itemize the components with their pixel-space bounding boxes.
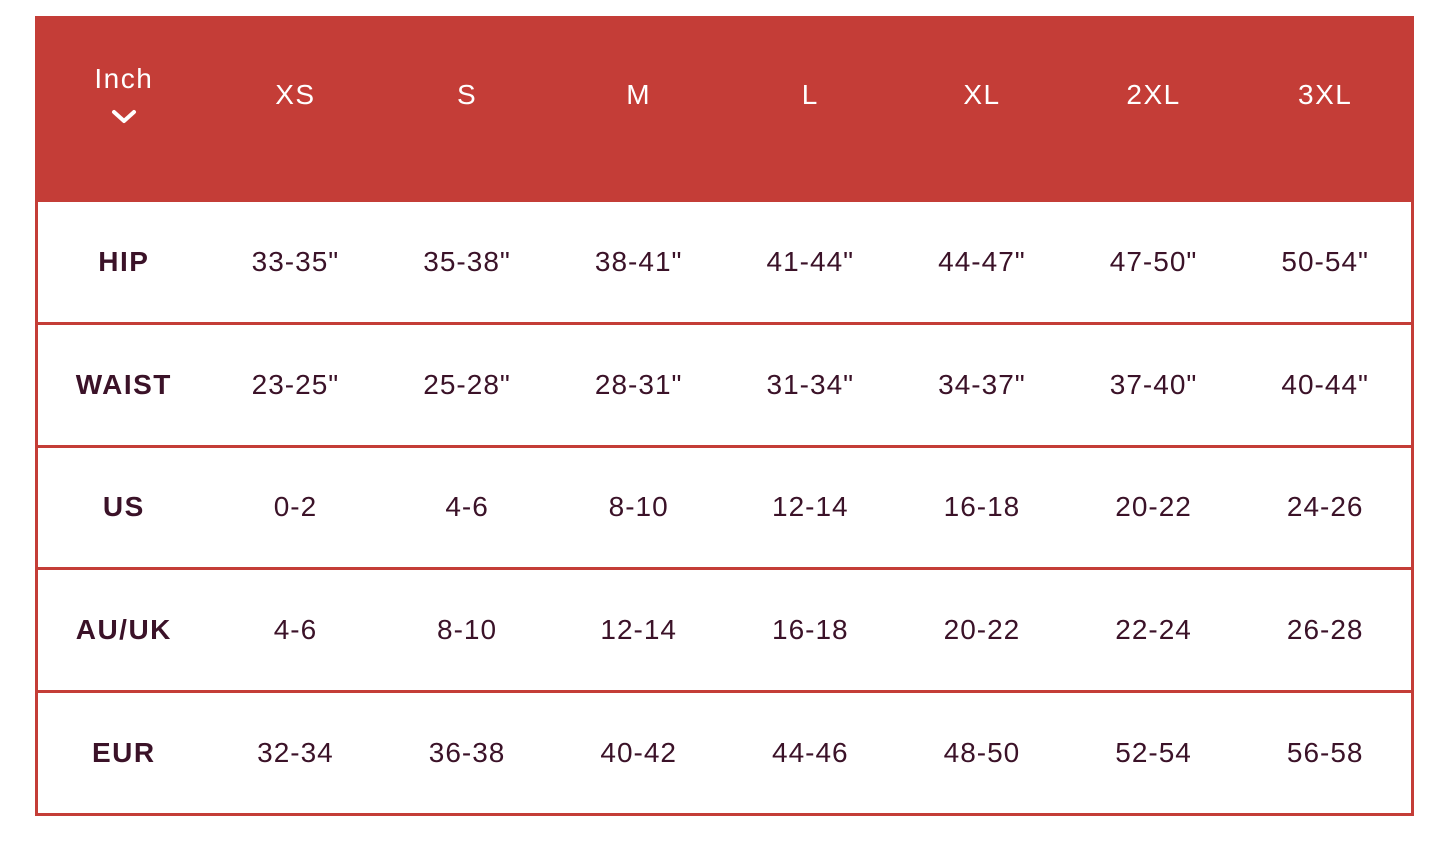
- row-label: HIP: [98, 245, 150, 277]
- size-cell: 8-10: [437, 614, 498, 646]
- unit-selector-label: Inch: [94, 63, 154, 94]
- size-cell: 52-54: [1115, 737, 1192, 769]
- size-cell: 37-40": [1109, 368, 1198, 400]
- size-cell: 12-14: [600, 614, 677, 646]
- size-cell: 44-46: [772, 737, 849, 769]
- size-cell: 40-44": [1281, 368, 1369, 400]
- header-cell-2xl: 2XL: [1126, 79, 1181, 110]
- size-cell: 56-58: [1286, 737, 1364, 769]
- size-cell: 36-38: [428, 737, 506, 769]
- row-label: EUR: [92, 737, 156, 769]
- size-cell: 26-28: [1286, 614, 1364, 646]
- table-row-auuk: AU/UK 4-6 8-10 12-14 16-18 20-22 22-24 2…: [38, 567, 1411, 691]
- row-label: US: [102, 491, 145, 523]
- size-cell: 24-26: [1286, 491, 1364, 523]
- size-cell: 33-35": [251, 245, 340, 277]
- size-chart-table: Inch XS S M L XL 2XL 3XL HIP 33-35" 35-3…: [35, 16, 1414, 816]
- size-cell: 38-41": [594, 245, 683, 277]
- size-chart-header-row: Inch XS S M L XL 2XL 3XL: [38, 19, 1411, 199]
- size-cell: 0-2: [273, 491, 318, 523]
- size-cell: 22-24: [1115, 614, 1192, 646]
- table-row-hip: HIP 33-35" 35-38" 38-41" 41-44" 44-47" 4…: [38, 199, 1411, 322]
- header-cell-3xl: 3XL: [1298, 79, 1353, 110]
- header-cell-l: L: [801, 79, 819, 110]
- size-cell: 35-38": [423, 245, 511, 277]
- size-cell: 44-47": [938, 245, 1026, 277]
- row-label: WAIST: [75, 368, 172, 400]
- size-cell: 4-6: [273, 614, 318, 646]
- table-row-us: US 0-2 4-6 8-10 12-14 16-18 20-22 24-26: [38, 444, 1411, 568]
- size-cell: 31-34": [766, 368, 855, 400]
- size-cell: 23-25": [251, 368, 340, 400]
- header-cell-s: S: [456, 79, 478, 110]
- size-cell: 50-54": [1281, 245, 1369, 277]
- size-cell: 16-18: [943, 491, 1021, 523]
- size-cell: 41-44": [766, 245, 855, 277]
- size-cell: 20-22: [1115, 491, 1192, 523]
- size-cell: 8-10: [608, 491, 669, 523]
- size-cell: 40-42: [600, 737, 677, 769]
- unit-selector[interactable]: Inch: [38, 19, 210, 199]
- size-cell: 25-28": [423, 368, 511, 400]
- size-cell: 28-31": [594, 368, 683, 400]
- size-cell: 32-34: [257, 737, 334, 769]
- size-cell: 16-18: [772, 614, 849, 646]
- header-cell-m: M: [626, 79, 652, 110]
- size-cell: 12-14: [772, 491, 849, 523]
- size-cell: 4-6: [445, 491, 489, 523]
- size-cell: 48-50: [943, 737, 1021, 769]
- chevron-down-icon[interactable]: [111, 109, 137, 125]
- table-row-eur: EUR 32-34 36-38 40-42 44-46 48-50 52-54 …: [38, 690, 1411, 813]
- size-cell: 34-37": [938, 368, 1026, 400]
- row-label: AU/UK: [75, 614, 172, 646]
- header-cell-xs: XS: [275, 79, 316, 110]
- size-cell: 47-50": [1109, 245, 1198, 277]
- size-cell: 20-22: [943, 614, 1021, 646]
- table-row-waist: WAIST 23-25" 25-28" 28-31" 31-34" 34-37"…: [38, 321, 1411, 445]
- header-cell-xl: XL: [963, 79, 1001, 110]
